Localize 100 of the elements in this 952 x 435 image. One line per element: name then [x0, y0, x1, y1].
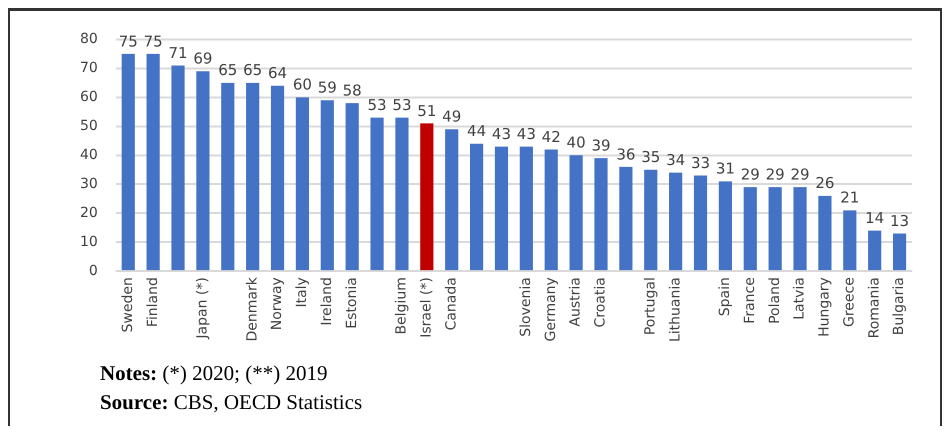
data-label: 65: [243, 61, 262, 80]
y-tick-label: 80: [80, 31, 98, 48]
x-tick-label: Denmark: [244, 276, 260, 342]
data-label: 29: [740, 166, 760, 184]
x-tick-label: Finland: [144, 277, 161, 328]
x-tick-label: Estonia: [344, 277, 360, 329]
x-tick-label: Poland: [766, 277, 783, 324]
bar: [744, 187, 757, 270]
y-tick-label: 50: [80, 118, 98, 134]
x-tick-label: Hungary: [816, 277, 833, 337]
data-label: 26: [815, 174, 834, 192]
data-label: 35: [641, 148, 660, 166]
x-tick-label: Norway: [269, 277, 286, 330]
text: Notes: (*) 2020; (**) 2019: [100, 361, 328, 385]
x-tick-label: Ireland: [318, 277, 335, 326]
bar: [346, 103, 359, 270]
data-label: 43: [516, 124, 536, 143]
x-tick-label: Slovenia: [518, 277, 534, 337]
data-label: 14: [865, 208, 884, 227]
data-label: 36: [616, 145, 636, 164]
data-label: 29: [766, 166, 785, 184]
bar: [246, 82, 260, 270]
bar: [594, 158, 608, 270]
data-label: 33: [690, 154, 710, 172]
x-tick-label: Portugal: [642, 277, 658, 336]
bar: [644, 170, 658, 270]
bar: [768, 187, 782, 270]
bar: [818, 196, 832, 270]
data-label: 29: [790, 166, 810, 184]
bar: [494, 146, 508, 270]
bar: [146, 54, 160, 270]
data-label: 53: [368, 96, 387, 114]
bar: [520, 146, 533, 270]
data-label: 43: [492, 124, 512, 143]
data-label: 21: [840, 188, 860, 207]
bar: [718, 181, 732, 270]
bar: [544, 149, 558, 270]
bar: [296, 97, 310, 270]
data-label: 39: [591, 136, 611, 155]
y-tick-label: 70: [80, 60, 98, 76]
bar: [320, 100, 334, 270]
bar: [868, 230, 882, 270]
bar: [843, 210, 856, 270]
bar: [793, 187, 807, 270]
bar: [395, 118, 409, 270]
y-tick-label: 40: [80, 146, 98, 163]
bar: [892, 233, 906, 270]
bar: [171, 65, 185, 270]
data-label: 58: [342, 82, 362, 100]
bar: [122, 54, 135, 270]
bar: [270, 86, 284, 270]
data-label: 53: [392, 96, 412, 114]
x-tick-label: France: [742, 277, 758, 324]
x-tick-label: Italy: [294, 277, 310, 308]
data-label: 69: [193, 50, 212, 68]
bar: [196, 71, 210, 270]
x-tick-label: Germany: [542, 277, 559, 342]
x-tick-label: Croatia: [592, 277, 609, 328]
data-label: 34: [666, 151, 686, 170]
data-label: 59: [318, 78, 337, 97]
bar: [420, 123, 434, 270]
x-tick-label: Latvia: [792, 277, 808, 320]
bar: [221, 82, 234, 270]
data-label: 75: [118, 32, 138, 50]
bar: [445, 129, 458, 270]
data-label: 60: [292, 76, 312, 94]
data-label: 65: [218, 61, 238, 80]
x-tick-label: Canada: [443, 277, 460, 330]
x-tick-label: Japan (*): [194, 277, 211, 340]
bar: [570, 155, 583, 270]
data-label: 40: [566, 134, 586, 152]
y-tick-label: 10: [80, 234, 98, 250]
x-tick-label: Greece: [841, 277, 858, 327]
x-tick-label: Sweden: [120, 277, 136, 332]
bar: [470, 144, 484, 270]
data-label: 64: [268, 64, 288, 82]
data-label: 51: [417, 102, 436, 120]
x-tick-label: Spain: [717, 277, 734, 316]
y-tick-label: 0: [88, 262, 98, 279]
bar: [669, 172, 682, 270]
x-tick-label: Belgium: [394, 277, 410, 335]
data-label: 71: [168, 44, 188, 62]
bar: [370, 118, 384, 270]
source-note: Source: CBS, OECD Statistics: [100, 390, 362, 414]
y-tick-label: 20: [80, 204, 98, 221]
data-label: 44: [467, 122, 486, 140]
data-label: 49: [442, 108, 462, 126]
x-tick-label: Romania: [866, 277, 882, 338]
bar: [619, 166, 632, 270]
data-label: 13: [890, 212, 910, 230]
y-tick-label: 60: [80, 88, 98, 105]
x-tick-label: Israel (*): [418, 277, 434, 338]
data-label: 31: [716, 160, 735, 178]
x-tick-label: Lithuania: [667, 277, 684, 342]
x-tick-label: Bulgaria: [891, 277, 908, 336]
data-label: 75: [144, 32, 163, 50]
data-label: 42: [542, 128, 561, 146]
x-tick-label: Austria: [568, 277, 584, 327]
y-tick-label: 30: [80, 176, 98, 192]
bar: [694, 176, 708, 270]
